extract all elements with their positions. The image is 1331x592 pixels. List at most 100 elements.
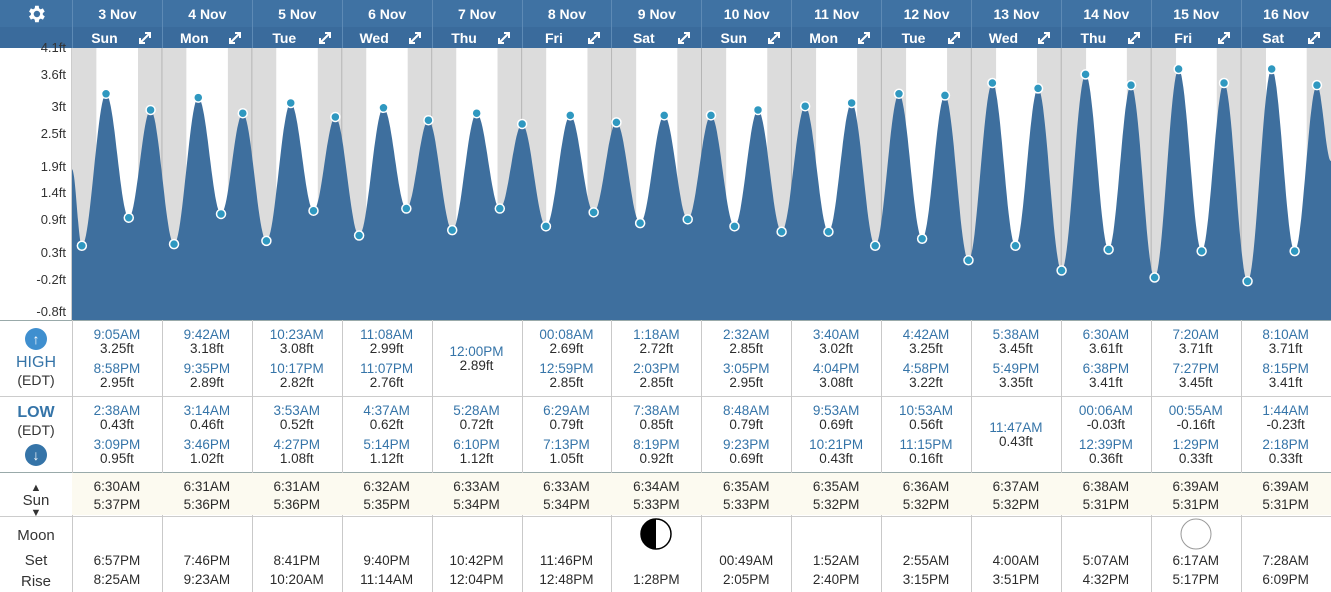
high-tide-time: 6:30AM bbox=[1082, 327, 1130, 342]
low-tide-height: 1.02ft bbox=[189, 451, 224, 466]
low-label: LOW bbox=[17, 404, 55, 421]
low-tide-time: 11:15PM bbox=[899, 437, 953, 452]
expand-day-icon[interactable] bbox=[675, 29, 693, 47]
day-date-label: 16 Nov bbox=[1240, 0, 1331, 27]
low-tide-height: 0.43ft bbox=[999, 434, 1033, 449]
day-weekday-cell: Fri bbox=[521, 27, 612, 48]
moonrise-time: 1:28PM bbox=[633, 572, 680, 587]
high-tide-time: 2:03PM bbox=[633, 361, 680, 376]
expand-day-icon[interactable] bbox=[316, 29, 334, 47]
tide-extreme-point bbox=[1173, 63, 1184, 75]
low-tide-height: 0.62ft bbox=[369, 417, 404, 432]
low-tide-time: 2:18PM bbox=[1262, 437, 1309, 452]
low-tide-time: 11:47AM bbox=[989, 420, 1043, 435]
y-tick-label: 2.5ft bbox=[40, 126, 66, 142]
sunrise-time: 6:30AM bbox=[93, 479, 141, 494]
tide-extreme-point bbox=[378, 102, 389, 114]
expand-day-icon[interactable] bbox=[495, 29, 513, 47]
moonrise-time: 10:20AM bbox=[269, 572, 324, 587]
moonset-time: 7:28AM bbox=[1262, 553, 1309, 568]
high-tide-height: 2.72ft bbox=[639, 341, 674, 356]
day-weekday-label: Mon bbox=[809, 29, 839, 46]
moonrise-time: 3:15PM bbox=[902, 572, 950, 587]
table-row-divider bbox=[0, 516, 1331, 517]
low-tide-height: 0.69ft bbox=[819, 417, 854, 432]
sunset-time: 5:34PM bbox=[543, 497, 590, 512]
y-tick-label: 3.6ft bbox=[40, 66, 66, 82]
expand-day-icon[interactable] bbox=[406, 29, 424, 47]
moonrise-time: 9:23AM bbox=[183, 572, 231, 587]
low-tide-height: 0.43ft bbox=[819, 451, 854, 466]
day-weekday-label: Sun bbox=[720, 29, 747, 46]
day-weekday-cell: Sun bbox=[701, 27, 791, 48]
day-date-label: 12 Nov bbox=[881, 0, 971, 27]
expand-day-icon[interactable] bbox=[136, 29, 154, 47]
high-tide-height: 3.35ft bbox=[999, 375, 1033, 390]
tide-area bbox=[72, 69, 1331, 320]
sunrise-time: 6:31AM bbox=[183, 479, 231, 494]
sunrise-time: 6:31AM bbox=[273, 479, 320, 494]
sun-down-icon: ▼ bbox=[30, 507, 42, 519]
high-tide-height: 2.69ft bbox=[549, 341, 584, 356]
high-tide-height: 3.45ft bbox=[1178, 375, 1213, 390]
moonrise-time: 12:04PM bbox=[449, 572, 504, 587]
high-tide-height: 3.41ft bbox=[1268, 375, 1303, 390]
sun-row-background bbox=[72, 473, 1331, 515]
expand-day-icon[interactable] bbox=[1215, 29, 1233, 47]
tide-extreme-point bbox=[285, 97, 297, 109]
high-tide-time: 12:59PM bbox=[539, 361, 594, 376]
expand-day-icon[interactable] bbox=[226, 29, 244, 47]
low-tide-time: 9:23PM bbox=[722, 437, 770, 452]
high-tide-height: 3.08ft bbox=[819, 375, 854, 390]
moonset-time: 9:40PM bbox=[363, 553, 410, 568]
high-tide-time: 3:40AM bbox=[812, 327, 860, 342]
full-moon-icon bbox=[1180, 518, 1212, 550]
moonrise-time: 3:51PM bbox=[992, 572, 1040, 587]
tide-extreme-point bbox=[1080, 69, 1091, 80]
settings-gear-icon[interactable] bbox=[0, 0, 72, 27]
expand-day-icon[interactable] bbox=[1305, 29, 1323, 47]
day-weekday-label: Sun bbox=[91, 29, 118, 46]
tide-extreme-point bbox=[682, 214, 693, 225]
expand-day-icon[interactable] bbox=[1035, 29, 1053, 47]
tide-table: ↑ HIGH (EDT) LOW (EDT) ↓ ▲ Sun ▼ Moon Se… bbox=[0, 320, 1331, 592]
high-tide-height: 3.61ft bbox=[1088, 341, 1123, 356]
high-tide-time: 6:38PM bbox=[1082, 361, 1130, 376]
low-tide-time: 00:06AM bbox=[1078, 403, 1133, 418]
tide-extreme-point bbox=[1149, 272, 1160, 283]
arrow-up-icon: ↑ bbox=[25, 328, 47, 350]
day-date-label: 15 Nov bbox=[1150, 0, 1241, 27]
expand-day-icon[interactable] bbox=[945, 29, 963, 47]
low-tide-height: -0.03ft bbox=[1086, 417, 1125, 432]
sunset-time: 5:32PM bbox=[992, 497, 1040, 512]
moonset-time: 8:41PM bbox=[273, 553, 320, 568]
expand-day-icon[interactable] bbox=[855, 29, 873, 47]
low-tide-height: 0.72ft bbox=[459, 417, 494, 432]
tide-extreme-point bbox=[330, 111, 341, 123]
high-tide-time: 5:38AM bbox=[992, 327, 1040, 342]
low-tide-height: 0.79ft bbox=[729, 417, 764, 432]
day-weekday-label: Tue bbox=[901, 29, 926, 46]
tide-extreme-point bbox=[540, 221, 552, 232]
high-label-block: ↑ HIGH (EDT) bbox=[0, 328, 72, 388]
tide-extreme-point bbox=[123, 212, 135, 223]
expand-day-icon[interactable] bbox=[1125, 29, 1143, 47]
sunrise-time: 6:38AM bbox=[1082, 479, 1130, 494]
sunset-time: 5:33PM bbox=[722, 497, 770, 512]
expand-day-icon[interactable] bbox=[585, 29, 603, 47]
high-tide-height: 2.76ft bbox=[369, 375, 404, 390]
tide-extreme-point bbox=[237, 107, 249, 119]
tide-extreme-point bbox=[401, 203, 412, 214]
tide-extreme-point bbox=[658, 110, 670, 121]
low-tide-time: 8:19PM bbox=[633, 437, 680, 452]
low-label-block: LOW (EDT) ↓ bbox=[0, 404, 72, 466]
high-tide-height: 2.95ft bbox=[100, 375, 134, 390]
tide-extreme-point bbox=[752, 104, 764, 116]
sunrise-time: 6:35AM bbox=[722, 479, 770, 494]
day-weekday-cell: Tue bbox=[881, 27, 971, 48]
table-row-divider bbox=[0, 320, 1331, 321]
day-weekday-label: Thu bbox=[451, 29, 477, 46]
tide-extreme-point bbox=[494, 203, 506, 214]
expand-day-icon[interactable] bbox=[765, 29, 783, 47]
high-tide-time: 4:42AM bbox=[902, 327, 950, 342]
